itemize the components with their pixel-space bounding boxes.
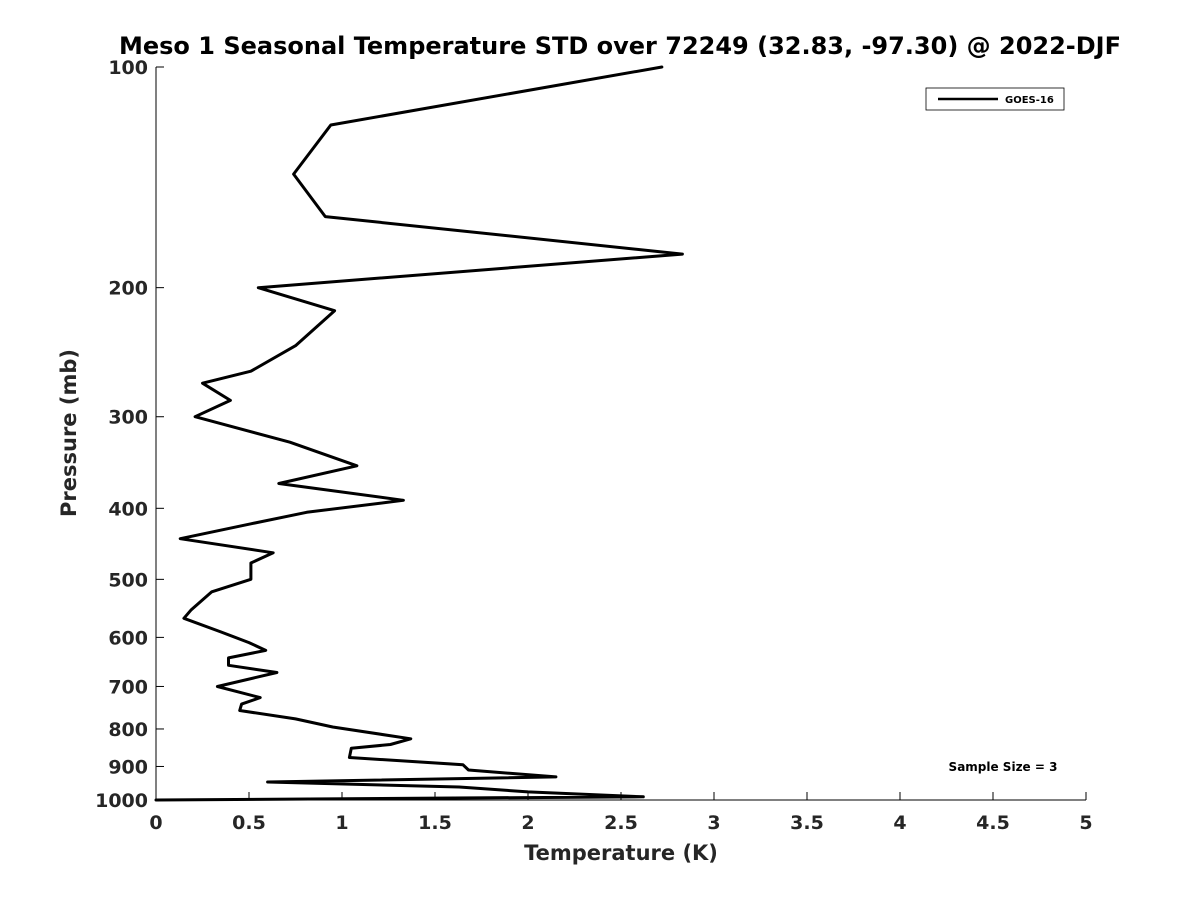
y-tick-label: 800 bbox=[108, 719, 148, 741]
x-tick-label: 2 bbox=[521, 812, 534, 834]
series-layer bbox=[154, 65, 684, 802]
y-axis-label: Pressure (mb) bbox=[57, 349, 81, 517]
chart-title: Meso 1 Seasonal Temperature STD over 722… bbox=[119, 32, 1121, 60]
x-axis-ticks: 0 0.5 1 1.5 2 2.5 3 3.5 4 4.5 5 bbox=[149, 792, 1093, 834]
series-line-goes-16 bbox=[154, 65, 684, 802]
x-tick-label: 4.5 bbox=[976, 812, 1010, 834]
y-tick-label: 900 bbox=[108, 756, 148, 778]
x-tick-label: 3 bbox=[707, 812, 720, 834]
legend: GOES-16 bbox=[925, 87, 1065, 111]
y-tick-label: 100 bbox=[108, 57, 148, 79]
y-tick-label: 600 bbox=[108, 627, 148, 649]
y-tick-label: 1000 bbox=[95, 790, 148, 812]
sample-size-annotation: Sample Size = 3 bbox=[949, 760, 1058, 774]
y-tick-label: 400 bbox=[108, 498, 148, 520]
y-axis-ticks: 100 200 300 400 500 600 700 800 900 1000 bbox=[95, 57, 164, 812]
x-tick-label: 1.5 bbox=[418, 812, 452, 834]
x-tick-label: 0.5 bbox=[232, 812, 266, 834]
x-tick-label: 0 bbox=[149, 812, 162, 834]
x-tick-label: 5 bbox=[1079, 812, 1092, 834]
x-tick-label: 2.5 bbox=[604, 812, 638, 834]
y-tick-label: 700 bbox=[108, 676, 148, 698]
x-axis-label: Temperature (K) bbox=[524, 841, 718, 865]
x-tick-label: 3.5 bbox=[790, 812, 824, 834]
y-tick-label: 300 bbox=[108, 407, 148, 429]
x-tick-label: 4 bbox=[893, 812, 906, 834]
x-tick-label: 1 bbox=[335, 812, 348, 834]
y-tick-label: 500 bbox=[108, 569, 148, 591]
legend-label-goes-16: GOES-16 bbox=[1005, 95, 1054, 106]
y-tick-label: 200 bbox=[108, 278, 148, 300]
